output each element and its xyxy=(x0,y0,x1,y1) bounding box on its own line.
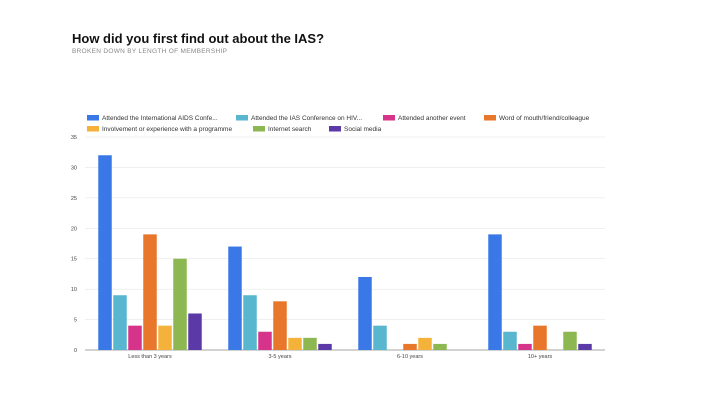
y-tick-label: 10 xyxy=(71,287,77,293)
x-tick-label: 10+ years xyxy=(528,354,553,360)
bar-3-0 xyxy=(143,234,157,350)
bar-4-1 xyxy=(288,337,302,350)
bar-0-0 xyxy=(98,155,112,350)
legend-swatch-0 xyxy=(87,115,99,121)
x-tick-label: 6-10 years xyxy=(397,354,423,360)
bar-5-3 xyxy=(563,331,577,350)
y-tick-label: 20 xyxy=(71,226,77,232)
bar-5-1 xyxy=(303,337,317,350)
chart-title: How did you first find out about the IAS… xyxy=(72,31,325,46)
legend-swatch-4 xyxy=(87,126,99,132)
bar-0-1 xyxy=(228,246,242,350)
y-tick-label: 0 xyxy=(74,348,77,354)
bar-0-2 xyxy=(358,276,372,350)
y-tick-label: 35 xyxy=(71,135,77,141)
bar-5-2 xyxy=(433,343,447,350)
y-tick-label: 25 xyxy=(71,196,77,202)
legend-label-4: Involvement or experience with a program… xyxy=(102,126,232,133)
bar-5-0 xyxy=(173,258,187,350)
x-tick-label: Less than 3 years xyxy=(128,354,172,360)
bar-3-2 xyxy=(403,343,417,350)
legend-label-0: Attended the International AIDS Confe... xyxy=(102,115,218,122)
bar-1-0 xyxy=(113,295,127,350)
bar-2-3 xyxy=(518,343,532,350)
bar-4-2 xyxy=(418,337,432,350)
bar-2-1 xyxy=(258,331,272,350)
bar-6-1 xyxy=(318,343,332,350)
bar-1-2 xyxy=(373,325,387,350)
bar-6-3 xyxy=(578,343,592,350)
bar-3-3 xyxy=(533,325,547,350)
legend-label-1: Attended the IAS Conference on HIV... xyxy=(251,115,362,122)
legend-swatch-1 xyxy=(236,115,248,121)
legend-label-5: Internet search xyxy=(268,126,312,133)
chart-subtitle: BROKEN DOWN BY LENGTH OF MEMBERSHIP xyxy=(72,48,228,55)
legend-label-6: Social media xyxy=(344,126,382,133)
y-tick-label: 5 xyxy=(74,318,77,324)
bar-0-3 xyxy=(488,234,502,350)
y-tick-label: 30 xyxy=(71,165,77,171)
legend-label-3: Word of mouth/friend/colleague xyxy=(499,115,590,122)
bar-4-0 xyxy=(158,325,172,350)
bar-2-0 xyxy=(128,325,142,350)
bar-6-0 xyxy=(188,313,202,350)
x-tick-label: 3-5 years xyxy=(269,354,292,360)
legend-swatch-2 xyxy=(383,115,395,121)
legend-swatch-3 xyxy=(484,115,496,121)
bar-1-3 xyxy=(503,331,517,350)
bar-1-1 xyxy=(243,295,257,350)
y-tick-label: 15 xyxy=(71,257,77,263)
legend-label-2: Attended another event xyxy=(398,115,466,122)
legend-swatch-5 xyxy=(253,126,265,132)
bar-3-1 xyxy=(273,301,287,350)
legend-swatch-6 xyxy=(329,126,341,132)
